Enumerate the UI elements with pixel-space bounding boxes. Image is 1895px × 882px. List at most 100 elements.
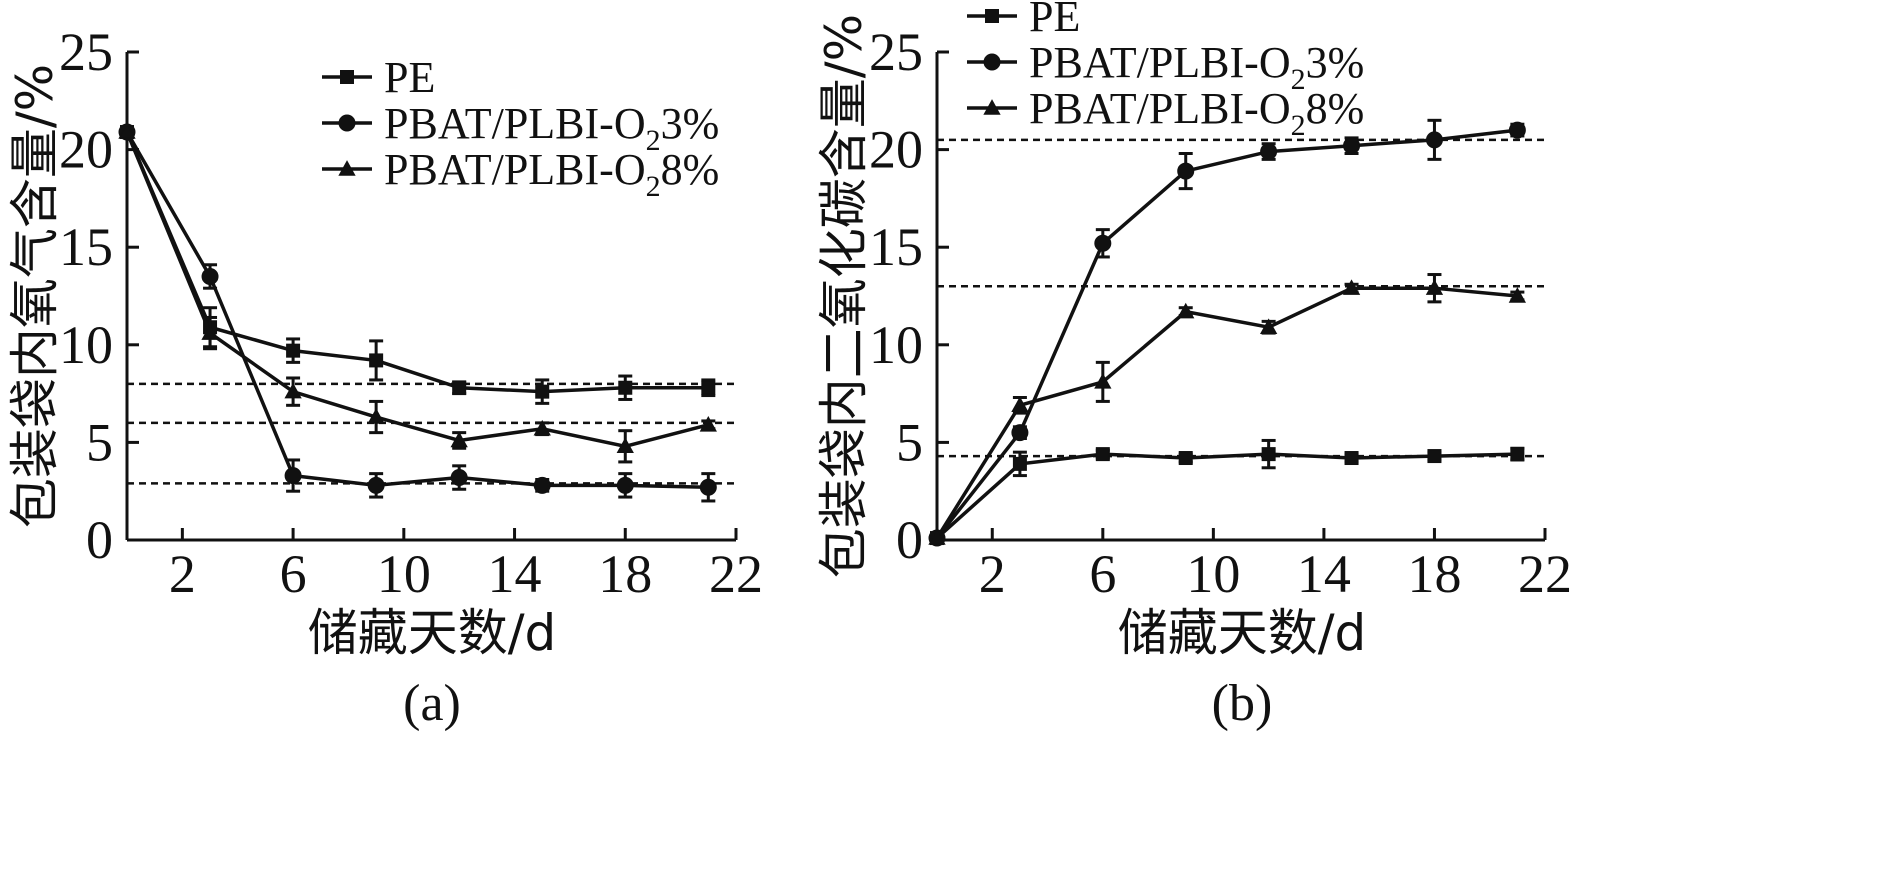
y-tick-label: 20 xyxy=(869,120,923,180)
x-tick-label: 22 xyxy=(709,544,763,604)
data-point xyxy=(1508,121,1526,139)
data-point xyxy=(118,123,136,139)
y-tick-label: 10 xyxy=(59,315,113,375)
x-tick-label: 18 xyxy=(1407,544,1461,604)
data-point xyxy=(201,324,219,340)
series-circle xyxy=(928,118,1526,547)
series-line xyxy=(935,286,1518,539)
x-tick-label: 14 xyxy=(488,544,542,604)
legend-marker xyxy=(983,99,1001,115)
legend-label-subscript: 2 xyxy=(646,170,661,203)
panel-label: (a) xyxy=(403,675,461,732)
x-axis-title: 储藏天数/d xyxy=(1118,604,1367,662)
data-point xyxy=(1094,234,1112,252)
data-point xyxy=(533,419,551,436)
data-point xyxy=(1012,456,1027,471)
data-point xyxy=(1011,396,1029,413)
y-tick-label: 5 xyxy=(86,412,113,472)
data-point xyxy=(618,380,633,395)
legend-label-subscript: 2 xyxy=(1291,63,1306,96)
data-point xyxy=(369,353,384,368)
y-axis-title: 包装袋内氧气含量/% xyxy=(6,64,64,528)
data-point xyxy=(367,476,385,494)
series-line xyxy=(125,131,709,394)
data-point xyxy=(284,382,302,399)
legend-label-base: PBAT/PLBI-O xyxy=(384,145,646,194)
data-point xyxy=(1260,143,1278,161)
x-axis-title: 储藏天数/d xyxy=(308,604,557,662)
x-tick-label: 10 xyxy=(377,544,431,604)
legend-label-base: PBAT/PLBI-O xyxy=(1029,84,1291,133)
data-point xyxy=(1178,451,1193,466)
series-line xyxy=(125,131,709,490)
legend-label-tail: 8% xyxy=(661,145,720,194)
y-tick-label: 0 xyxy=(896,510,923,570)
data-point xyxy=(1177,162,1195,180)
legend-label-base: PBAT/PLBI-O xyxy=(384,99,646,148)
data-point xyxy=(286,343,301,358)
series-triangle xyxy=(118,123,717,464)
legend-label: PBAT/PLBI-O28% xyxy=(1029,84,1364,142)
y-tick-label: 25 xyxy=(869,22,923,82)
data-point xyxy=(1261,447,1276,462)
data-point xyxy=(201,267,219,285)
data-point xyxy=(1425,131,1443,149)
x-tick-label: 18 xyxy=(598,544,652,604)
legend-label: PE xyxy=(1029,0,1080,41)
legend-label-tail: 3% xyxy=(1306,38,1365,87)
series-triangle xyxy=(928,273,1527,545)
data-point xyxy=(699,478,717,496)
y-tick-label: 0 xyxy=(86,510,113,570)
data-point xyxy=(1342,279,1361,295)
legend-label: PBAT/PLBI-O23% xyxy=(384,99,719,157)
data-point xyxy=(701,380,716,395)
data-point xyxy=(450,469,468,487)
legend-label-base: PE xyxy=(384,53,435,102)
legend-label-tail: 8% xyxy=(1306,84,1365,133)
panel-label: (b) xyxy=(1212,675,1273,732)
data-point xyxy=(1427,449,1442,464)
data-point xyxy=(1344,451,1359,466)
legend-marker xyxy=(983,53,1001,71)
x-tick-label: 2 xyxy=(979,544,1006,604)
y-tick-label: 25 xyxy=(59,22,113,82)
y-axis-title: 包装袋内二氧化碳含量/% xyxy=(815,14,873,578)
legend-label-base: PBAT/PLBI-O xyxy=(1029,38,1291,87)
data-point xyxy=(1510,447,1525,462)
x-tick-label: 22 xyxy=(1518,544,1572,604)
data-point xyxy=(699,416,717,432)
legend-label: PBAT/PLBI-O23% xyxy=(1029,38,1364,96)
data-point xyxy=(616,437,634,454)
data-point xyxy=(928,529,946,545)
data-point xyxy=(1011,424,1029,442)
series-line xyxy=(935,452,1518,540)
y-tick-label: 20 xyxy=(59,120,113,180)
legend-marker xyxy=(985,9,999,23)
series-line xyxy=(125,131,709,449)
data-point xyxy=(616,476,634,494)
data-point xyxy=(367,408,385,424)
y-tick-label: 10 xyxy=(869,315,923,375)
legend-label: PBAT/PLBI-O28% xyxy=(384,145,719,203)
y-tick-label: 15 xyxy=(59,217,113,277)
data-point xyxy=(452,380,467,395)
x-tick-label: 6 xyxy=(1089,544,1116,604)
data-point xyxy=(533,476,551,494)
data-point xyxy=(1095,447,1110,462)
data-point xyxy=(1425,279,1444,295)
data-point xyxy=(284,467,302,485)
data-point xyxy=(1259,318,1278,334)
data-point xyxy=(535,384,550,399)
legend-label-subscript: 2 xyxy=(646,124,661,157)
data-point xyxy=(1094,373,1112,389)
x-tick-label: 10 xyxy=(1186,544,1240,604)
data-point xyxy=(450,431,468,448)
legend-label-base: PE xyxy=(1029,0,1080,41)
x-tick-label: 6 xyxy=(280,544,307,604)
legend-marker xyxy=(338,160,356,176)
data-point xyxy=(1343,137,1361,155)
y-tick-label: 5 xyxy=(896,412,923,472)
